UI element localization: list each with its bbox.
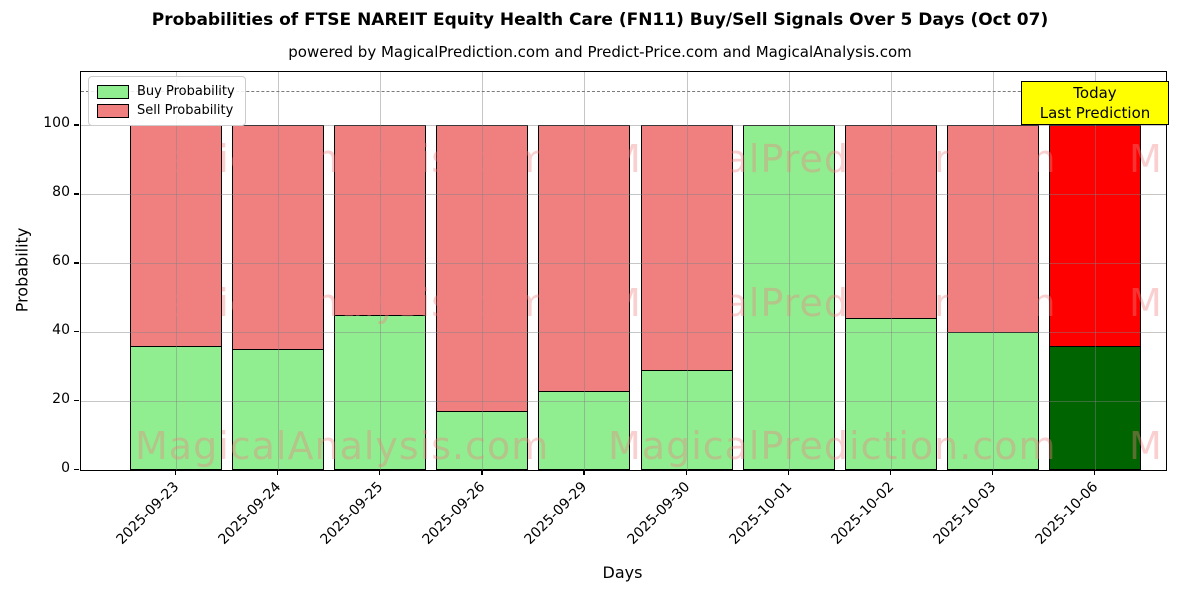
v-gridline xyxy=(1094,72,1096,470)
bar-segment-buy xyxy=(742,125,835,470)
legend-item-sell: Sell Probability xyxy=(97,101,235,120)
y-tick-mark xyxy=(74,262,79,264)
h-gridline xyxy=(81,263,1166,265)
x-tick-mark xyxy=(175,470,177,475)
v-gridline xyxy=(890,72,892,470)
legend-label-buy: Buy Probability xyxy=(137,84,235,99)
bar-segment-sell xyxy=(232,125,325,351)
dashed-threshold-line xyxy=(81,90,1166,92)
y-tick-label: 80 xyxy=(52,184,70,201)
x-tick-mark xyxy=(379,470,381,475)
h-gridline xyxy=(81,125,1166,127)
bar-segment-sell xyxy=(946,125,1039,334)
h-gridline xyxy=(81,470,1166,471)
v-gridline xyxy=(584,72,586,470)
v-gridline xyxy=(380,72,382,470)
chart-subtitle: powered by MagicalPrediction.com and Pre… xyxy=(288,43,912,61)
v-gridline xyxy=(788,72,790,470)
today-annotation: Today Last Prediction xyxy=(1021,81,1169,125)
h-gridline xyxy=(81,401,1166,403)
y-tick-mark xyxy=(74,469,79,471)
bar-segment-sell xyxy=(334,125,427,316)
buy-color-swatch xyxy=(97,84,129,99)
y-tick-mark xyxy=(74,193,79,195)
x-tick-mark xyxy=(787,470,789,475)
bar-segment-buy xyxy=(844,318,937,470)
x-axis-label: Days xyxy=(602,563,643,582)
y-tick-label: 0 xyxy=(61,460,70,476)
v-gridline xyxy=(992,72,994,470)
bar-segment-sell xyxy=(538,125,631,392)
y-tick-label: 100 xyxy=(43,115,70,132)
x-tick-mark xyxy=(277,470,279,475)
y-tick-label: 40 xyxy=(52,322,70,339)
v-gridline xyxy=(686,72,688,470)
y-tick-label: 20 xyxy=(52,391,70,408)
x-tick-mark xyxy=(1093,470,1096,475)
x-tick-mark xyxy=(481,470,483,475)
plot-area: MagicalAnalysis.com MagicalPrediction.com… xyxy=(80,71,1167,471)
bar-segment-sell xyxy=(640,125,733,372)
y-axis-label: Probability xyxy=(12,227,32,313)
chart-title: Probabilities of FTSE NAREIT Equity Heal… xyxy=(151,10,1049,30)
x-tick-mark xyxy=(583,470,585,475)
today-annotation-line2: Last Prediction xyxy=(1039,104,1151,122)
v-gridline xyxy=(176,72,177,470)
legend: Buy Probability Sell Probability xyxy=(88,76,246,126)
bar-segment-buy xyxy=(436,411,529,470)
bar-segment-buy xyxy=(1048,345,1141,470)
sell-color-swatch xyxy=(97,103,129,118)
bar-segment-sell xyxy=(844,125,937,320)
y-tick-mark xyxy=(74,400,79,402)
bar-segment-sell xyxy=(436,125,529,413)
bar-segment-buy xyxy=(334,314,427,470)
bar-segment-buy xyxy=(538,390,631,470)
bar-segment-buy xyxy=(232,349,325,470)
h-gridline xyxy=(81,194,1166,196)
v-gridline xyxy=(278,72,280,470)
bar-segment-sell xyxy=(130,125,222,347)
y-tick-label: 60 xyxy=(52,253,70,270)
bar-segment-buy xyxy=(130,345,222,470)
v-gridline xyxy=(482,72,484,470)
bar-segment-buy xyxy=(946,332,1039,470)
legend-label-sell: Sell Probability xyxy=(137,103,234,118)
y-tick-mark xyxy=(74,124,79,126)
h-gridline xyxy=(81,332,1166,334)
x-tick-mark xyxy=(685,470,687,475)
x-tick-mark xyxy=(991,470,994,475)
legend-item-buy: Buy Probability xyxy=(97,82,235,101)
bar-segment-sell xyxy=(1048,125,1141,347)
y-tick-mark xyxy=(74,331,79,333)
x-tick-mark xyxy=(889,470,891,475)
today-annotation-line1: Today xyxy=(1073,84,1117,102)
